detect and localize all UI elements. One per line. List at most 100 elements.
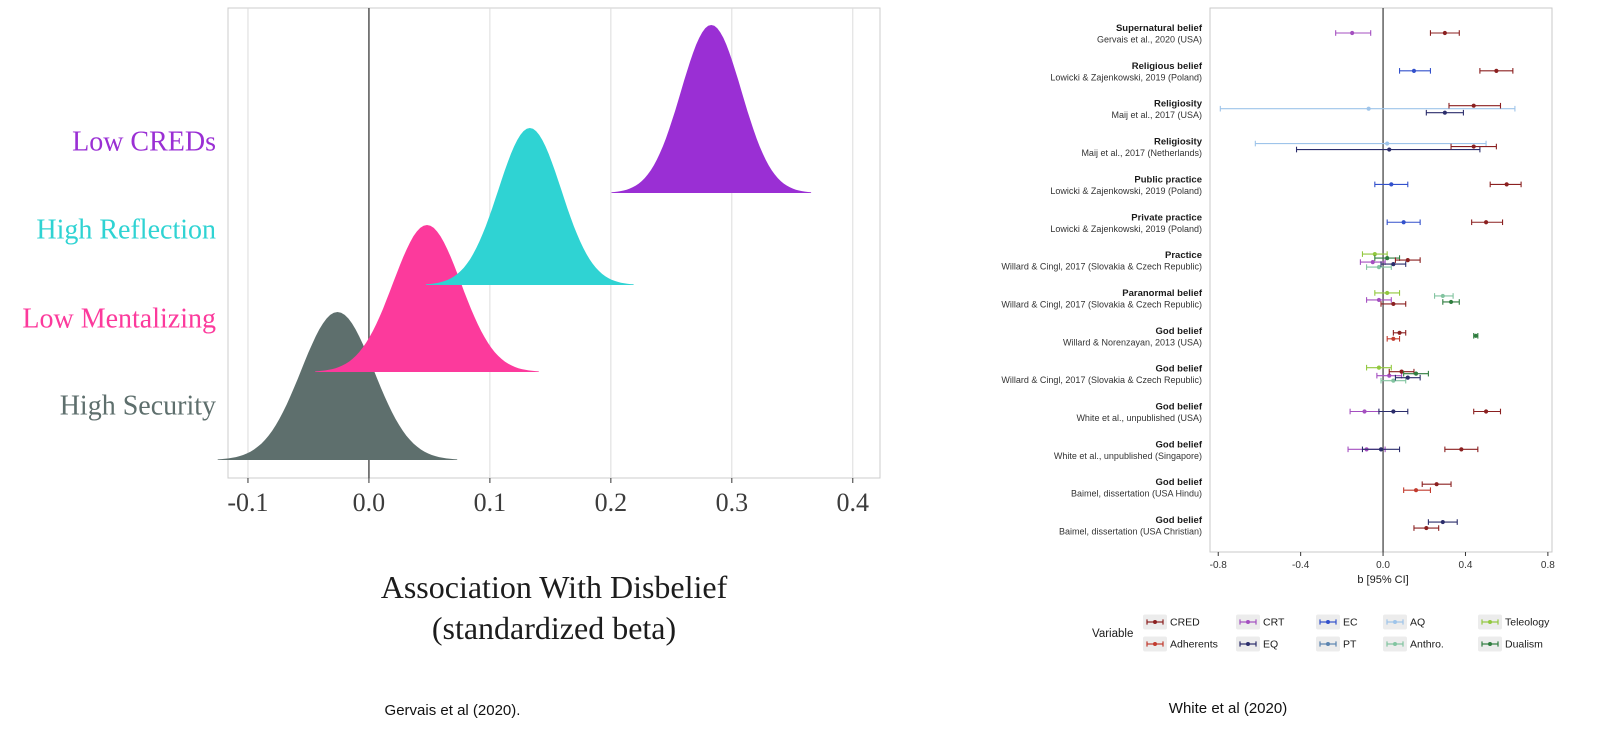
estimate-point-cred [1483, 409, 1489, 414]
estimate-point-crt [1387, 373, 1392, 378]
row-outcome-label: God belief [1156, 515, 1203, 526]
left-figure-caption: Gervais et al (2020). [384, 702, 521, 719]
estimate-point-ec [1401, 220, 1406, 225]
x-axis-title: (standardized beta) [432, 610, 676, 646]
estimate-point-eq [1405, 375, 1410, 380]
estimate-point-ec [1389, 182, 1394, 187]
legend-label-dualism: Dualism [1505, 639, 1543, 651]
estimate-point-crt [1362, 409, 1367, 414]
estimate-point-adherents [1391, 336, 1396, 341]
legend-label-eq: EQ [1263, 639, 1278, 651]
x-tick-label: 0.4 [837, 488, 870, 517]
legend-point [1326, 642, 1330, 646]
x-tick-label: 0.0 [353, 488, 386, 517]
row-study-label: Baimel, dissertation (USA Hindu) [1071, 489, 1202, 499]
density-high-security [217, 312, 458, 460]
row-outcome-label: God belief [1156, 326, 1203, 337]
x-tick-label: -0.4 [1292, 560, 1310, 571]
row-outcome-label: Supernatural belief [1116, 23, 1203, 34]
estimate-point-crt [1376, 297, 1382, 303]
estimate-point-anthro [1376, 265, 1382, 270]
estimate-point-cred [1399, 369, 1404, 374]
row-outcome-label: Religiosity [1154, 99, 1203, 110]
legend-point [1246, 642, 1250, 646]
legend-label-pt: PT [1343, 639, 1357, 651]
row-study-label: Willard & Norenzayan, 2013 (USA) [1063, 337, 1202, 347]
row-outcome-label: God belief [1156, 477, 1203, 488]
estimate-point-teleology [1376, 365, 1382, 370]
legend-label-ec: EC [1343, 617, 1358, 629]
row-study-label: Lowicki & Zajenkowski, 2019 (Poland) [1050, 224, 1202, 234]
category-label: High Reflection [36, 214, 216, 245]
estimate-point-eq [1391, 262, 1396, 267]
legend-label-cred: CRED [1170, 617, 1200, 629]
forest-chart: -0.8 -0.4 0.0 0.4 0.8 b [95% CI] Supernatural … [1001, 7, 1555, 652]
density-low-creds [611, 25, 812, 193]
estimate-point-cred [1397, 330, 1402, 335]
x-axis-title: b [95% CI] [1357, 574, 1408, 586]
row-study-label: Baimel, dissertation (USA Christian) [1059, 527, 1202, 537]
estimate-point-teleology [1372, 252, 1377, 257]
row-study-label: Willard & Cingl, 2017 (Slovakia & Czech … [1001, 299, 1202, 309]
row-study-label: Maij et al., 2017 (USA) [1111, 110, 1202, 120]
estimate-point-dualism [1413, 371, 1419, 376]
estimate-point-eq [1442, 110, 1447, 115]
estimate-point-adherents [1413, 488, 1419, 493]
estimate-point-eq [1391, 409, 1396, 414]
legend-label-crt: CRT [1263, 617, 1285, 629]
row-outcome-label: Private practice [1131, 212, 1202, 223]
estimate-point-eq [1440, 519, 1445, 525]
estimate-point-teleology [1385, 290, 1390, 296]
row-outcome-label: Religiosity [1154, 137, 1203, 148]
density-high-reflection [426, 128, 634, 285]
estimate-point-dualism [1473, 333, 1478, 338]
estimate-point-cred [1405, 258, 1410, 263]
x-tick-label: -0.1 [227, 488, 268, 517]
x-tick-label: -0.8 [1210, 560, 1228, 571]
legend-point [1246, 620, 1250, 624]
estimate-point-cred [1434, 482, 1439, 487]
x-tick-label: 0.1 [474, 488, 507, 517]
row-outcome-label: God belief [1156, 439, 1203, 450]
legend-label-adherents: Adherents [1170, 639, 1218, 651]
row-outcome-label: Public practice [1134, 174, 1202, 185]
estimate-point-aq [1385, 141, 1390, 146]
row-study-label: Gervais et al., 2020 (USA) [1097, 35, 1202, 45]
row-outcome-label: God belief [1156, 364, 1203, 375]
row-study-label: Willard & Cingl, 2017 (Slovakia & Czech … [1001, 375, 1202, 385]
estimate-point-cred [1471, 144, 1476, 149]
legend-title: Variable [1092, 628, 1133, 640]
row-study-label: Lowicki & Zajenkowski, 2019 (Poland) [1050, 186, 1202, 196]
row-outcome-label: Religious belief [1132, 61, 1203, 72]
estimate-point-cred [1494, 68, 1499, 73]
estimate-point-cred [1504, 182, 1509, 187]
legend-point [1153, 620, 1157, 624]
estimate-point-dualism [1385, 256, 1390, 261]
estimate-point-ec [1411, 68, 1417, 73]
legend: Variable CRED Adherents CRT EQ EC PT AQ Anthro. T… [1092, 614, 1550, 652]
legend-point [1393, 620, 1397, 624]
density-low-mentalizing [315, 225, 539, 372]
x-tick-label: 0.2 [595, 488, 628, 517]
estimate-point-crt [1370, 260, 1375, 265]
ridgeline-chart: -0.1 0.0 0.1 0.2 0.3 0.4 High Security Low Ment… [22, 7, 881, 646]
x-tick-label: 0.3 [716, 488, 749, 517]
ridgeline-figure: -0.1 0.0 0.1 0.2 0.3 0.4 High Security Low Ment… [22, 7, 881, 719]
estimate-point-cred [1424, 525, 1429, 531]
estimate-point-eq [1378, 447, 1384, 452]
estimate-point-cred [1442, 30, 1447, 36]
legend-point [1488, 620, 1492, 624]
estimate-point-cred [1391, 301, 1396, 307]
estimate-point-cred [1471, 103, 1476, 108]
x-axis-title: Association With Disbelief [381, 569, 728, 605]
estimate-point-cred [1483, 220, 1489, 225]
